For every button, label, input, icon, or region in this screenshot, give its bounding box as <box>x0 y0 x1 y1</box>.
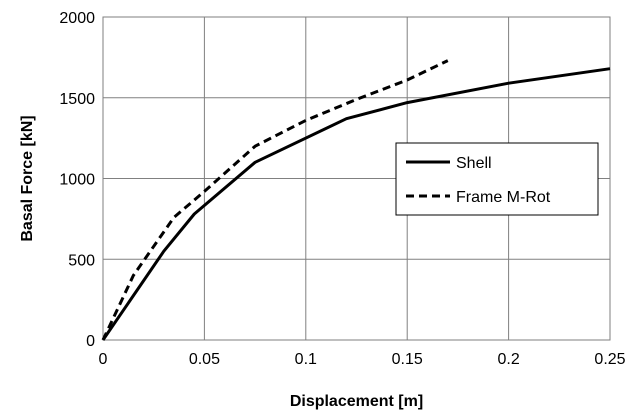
gridlines <box>103 17 610 340</box>
series-line-shell <box>101 67 611 341</box>
x-axis-title: Displacement [m] <box>290 393 423 410</box>
y-axis-title: Basal Force [kN] <box>19 115 36 241</box>
x-tick-label: 0.2 <box>497 351 519 368</box>
x-tick-label: 0.05 <box>189 351 220 368</box>
series-lines <box>101 59 611 341</box>
y-tick-label: 2000 <box>59 10 95 27</box>
legend-box <box>395 142 599 216</box>
x-axis-tick-labels: 0 0.05 0.1 0.15 0.2 0.25 <box>99 351 626 368</box>
x-tick-label: 0.1 <box>295 351 317 368</box>
legend-label-frame-m-rot: Frame M-Rot <box>456 189 551 206</box>
plot-area-border <box>102 16 611 341</box>
x-tick-label: 0.25 <box>594 351 625 368</box>
legend-label-shell: Shell <box>456 155 492 172</box>
series-line-frame-m-rot <box>101 59 449 341</box>
y-tick-label: 1000 <box>59 172 95 189</box>
x-tick-label: 0 <box>99 351 108 368</box>
y-tick-label: 0 <box>86 333 95 350</box>
y-tick-label: 500 <box>68 252 95 269</box>
x-tick-label: 0.15 <box>392 351 423 368</box>
y-axis-tick-labels: 0 500 1000 1500 2000 <box>59 10 95 350</box>
legend: Shell Frame M-Rot <box>395 142 599 216</box>
y-tick-label: 1500 <box>59 91 95 108</box>
